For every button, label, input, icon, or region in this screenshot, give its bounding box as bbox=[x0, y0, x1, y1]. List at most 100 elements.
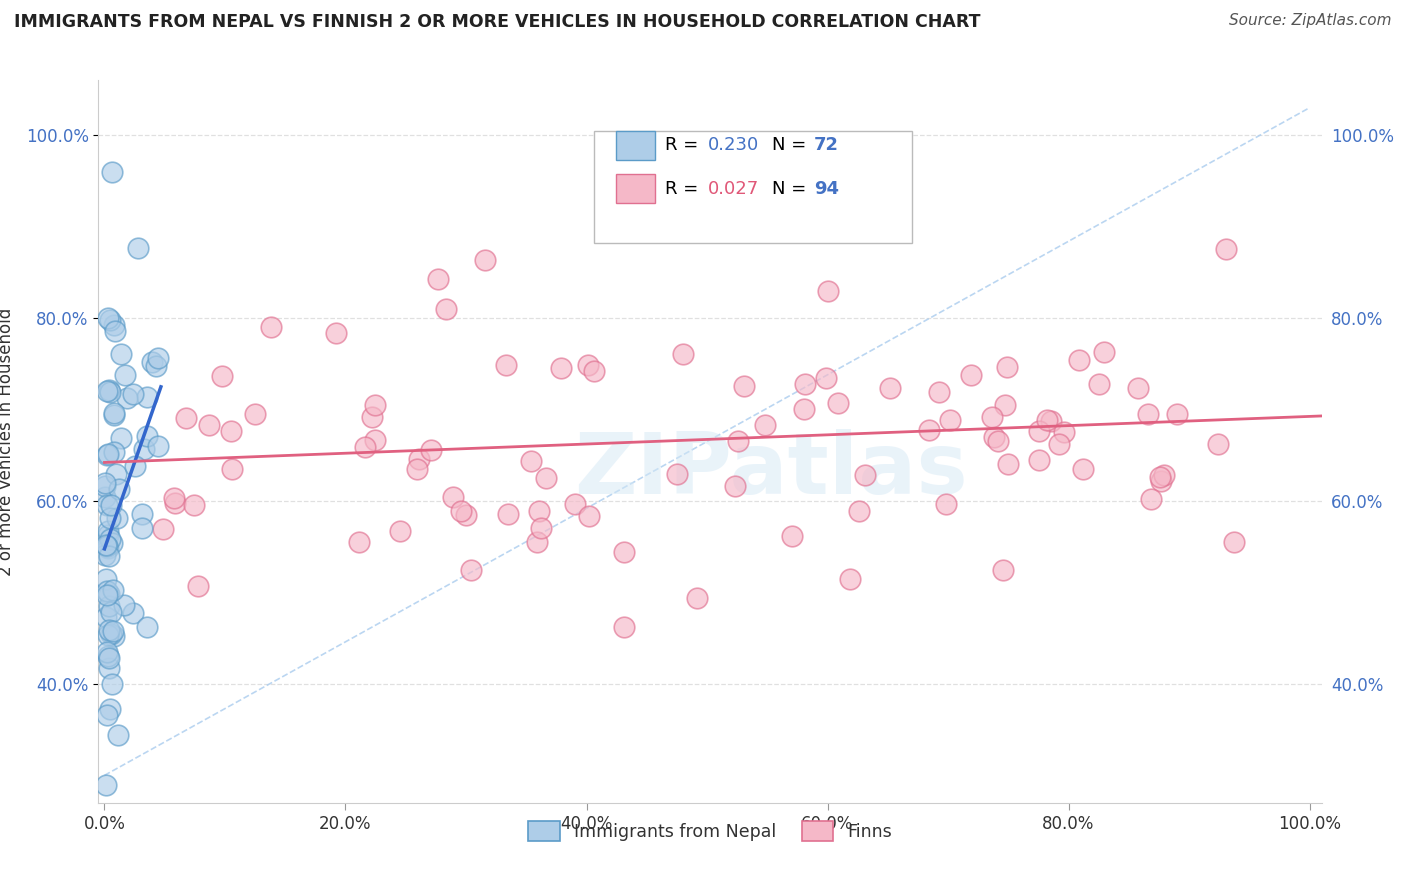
Immigrants from Nepal bbox=[96, 584, 118, 599]
Finns bbox=[1071, 461, 1094, 475]
Immigrants from Nepal bbox=[131, 507, 153, 521]
Immigrants from Nepal bbox=[96, 645, 118, 659]
Text: R =: R = bbox=[665, 136, 704, 154]
Text: N =: N = bbox=[772, 136, 813, 154]
Finns bbox=[243, 407, 266, 421]
Immigrants from Nepal bbox=[110, 347, 132, 361]
Immigrants from Nepal bbox=[98, 385, 121, 400]
Finns bbox=[347, 535, 370, 549]
Immigrants from Nepal bbox=[94, 572, 117, 586]
Immigrants from Nepal bbox=[124, 459, 146, 474]
Finns bbox=[434, 302, 457, 317]
Immigrants from Nepal bbox=[100, 535, 122, 549]
Immigrants from Nepal bbox=[127, 241, 149, 255]
Immigrants from Nepal bbox=[98, 532, 121, 546]
Immigrants from Nepal bbox=[103, 408, 125, 422]
Immigrants from Nepal bbox=[96, 777, 118, 791]
Immigrants from Nepal bbox=[100, 605, 122, 619]
Immigrants from Nepal bbox=[103, 318, 125, 332]
Immigrants from Nepal bbox=[146, 439, 169, 453]
Text: 72: 72 bbox=[814, 136, 839, 154]
Finns bbox=[165, 496, 187, 510]
Immigrants from Nepal bbox=[100, 627, 122, 641]
Finns bbox=[474, 253, 496, 268]
Immigrants from Nepal bbox=[94, 548, 117, 562]
Finns bbox=[364, 433, 387, 447]
Immigrants from Nepal bbox=[108, 482, 131, 496]
Finns bbox=[221, 462, 243, 476]
Text: ZIPatlas: ZIPatlas bbox=[574, 429, 969, 512]
Immigrants from Nepal bbox=[98, 661, 121, 675]
Finns bbox=[939, 412, 962, 426]
Finns bbox=[987, 434, 1010, 448]
Immigrants from Nepal bbox=[148, 351, 170, 365]
Immigrants from Nepal bbox=[103, 406, 125, 420]
Finns bbox=[754, 417, 776, 432]
Immigrants from Nepal bbox=[131, 521, 153, 535]
Finns bbox=[211, 368, 233, 383]
Finns bbox=[983, 430, 1005, 444]
Finns bbox=[1126, 381, 1149, 395]
Finns bbox=[1149, 470, 1171, 484]
Text: 0.027: 0.027 bbox=[707, 179, 759, 198]
Finns bbox=[838, 572, 860, 586]
Immigrants from Nepal bbox=[134, 442, 156, 457]
Immigrants from Nepal bbox=[122, 387, 145, 401]
Finns bbox=[1039, 414, 1062, 428]
Immigrants from Nepal bbox=[98, 313, 121, 327]
Finns bbox=[578, 509, 600, 524]
Finns bbox=[152, 522, 174, 536]
Finns bbox=[613, 544, 636, 558]
Finns bbox=[364, 398, 387, 412]
Finns bbox=[1087, 377, 1109, 392]
Immigrants from Nepal bbox=[136, 429, 159, 443]
Finns bbox=[733, 379, 755, 393]
Immigrants from Nepal bbox=[96, 707, 118, 722]
Finns bbox=[520, 454, 543, 468]
Finns bbox=[534, 471, 557, 485]
Finns bbox=[1137, 408, 1160, 422]
Immigrants from Nepal bbox=[94, 476, 117, 491]
Finns bbox=[550, 361, 572, 376]
Immigrants from Nepal bbox=[110, 431, 132, 445]
Immigrants from Nepal bbox=[104, 324, 127, 338]
Immigrants from Nepal bbox=[97, 587, 120, 601]
Immigrants from Nepal bbox=[94, 479, 117, 493]
Immigrants from Nepal bbox=[94, 538, 117, 552]
Finns bbox=[993, 563, 1015, 577]
Immigrants from Nepal bbox=[97, 524, 120, 539]
Finns bbox=[441, 491, 464, 505]
Immigrants from Nepal bbox=[98, 511, 121, 525]
Finns bbox=[1047, 436, 1070, 450]
Finns bbox=[183, 499, 205, 513]
Immigrants from Nepal bbox=[100, 498, 122, 512]
Finns bbox=[1036, 413, 1059, 427]
Finns bbox=[163, 491, 186, 506]
Immigrants from Nepal bbox=[98, 702, 121, 716]
FancyBboxPatch shape bbox=[616, 174, 655, 203]
Finns bbox=[450, 504, 472, 518]
Text: R =: R = bbox=[665, 179, 704, 198]
Finns bbox=[794, 377, 817, 392]
Finns bbox=[827, 396, 849, 410]
Immigrants from Nepal bbox=[103, 444, 125, 458]
Finns bbox=[848, 504, 870, 518]
Legend: Immigrants from Nepal, Finns: Immigrants from Nepal, Finns bbox=[522, 814, 898, 848]
Finns bbox=[997, 457, 1019, 471]
Finns bbox=[613, 620, 636, 634]
Finns bbox=[1028, 424, 1050, 438]
Immigrants from Nepal bbox=[96, 588, 118, 602]
Finns bbox=[672, 347, 695, 361]
Finns bbox=[1149, 475, 1171, 489]
Immigrants from Nepal bbox=[115, 391, 138, 405]
Y-axis label: 2 or more Vehicles in Household: 2 or more Vehicles in Household bbox=[0, 308, 14, 575]
Finns bbox=[1053, 425, 1076, 440]
Finns bbox=[361, 410, 384, 425]
Finns bbox=[1206, 436, 1229, 450]
Finns bbox=[935, 497, 957, 511]
Finns bbox=[529, 521, 551, 535]
Finns bbox=[793, 401, 815, 416]
Immigrants from Nepal bbox=[98, 384, 121, 398]
Finns bbox=[576, 359, 599, 373]
Immigrants from Nepal bbox=[98, 599, 121, 613]
